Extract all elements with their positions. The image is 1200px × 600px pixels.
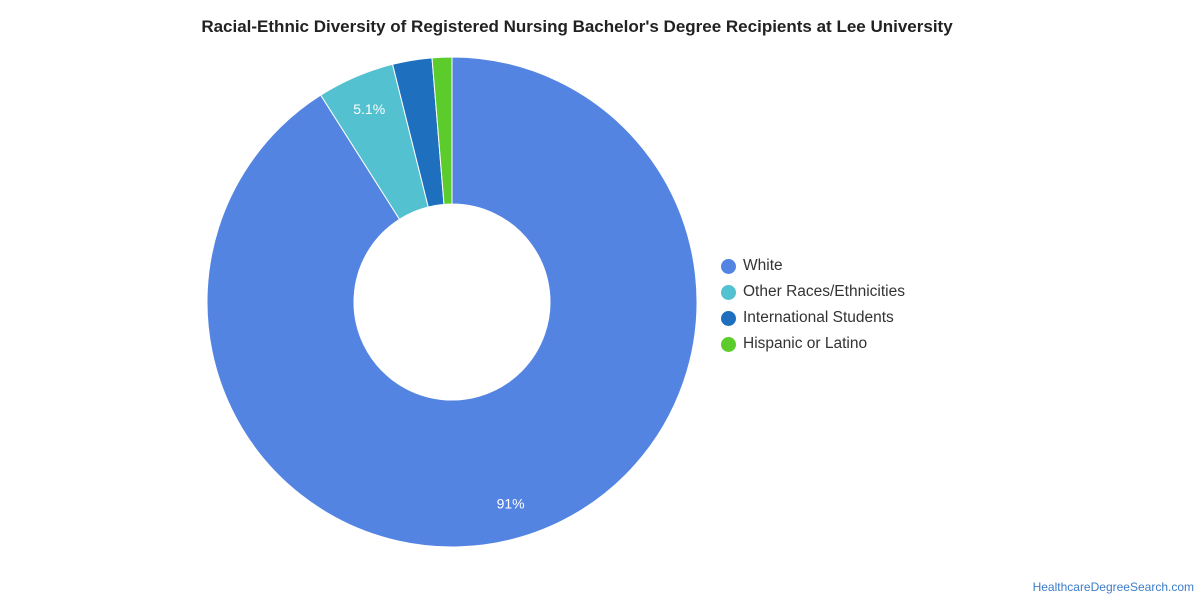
data-label-other-races-ethnicities: 5.1% bbox=[353, 101, 385, 117]
legend-item[interactable]: International Students bbox=[721, 305, 905, 331]
legend-label: White bbox=[743, 257, 783, 274]
slice-white[interactable] bbox=[206, 56, 698, 548]
legend-swatch bbox=[721, 258, 736, 274]
legend-item[interactable]: Other Races/Ethnicities bbox=[721, 279, 905, 305]
legend-label: International Students bbox=[743, 309, 894, 326]
legend-label: Other Races/Ethnicities bbox=[743, 283, 905, 300]
legend-item[interactable]: Hispanic or Latino bbox=[721, 331, 905, 357]
data-label-white: 91% bbox=[497, 496, 525, 512]
legend-swatch bbox=[721, 310, 736, 326]
legend-label: Hispanic or Latino bbox=[743, 335, 868, 352]
source-link[interactable]: HealthcareDegreeSearch.com bbox=[1032, 580, 1194, 594]
slice-hispanic-or-latino[interactable] bbox=[431, 56, 453, 205]
chart-title: Racial-Ethnic Diversity of Registered Nu… bbox=[201, 17, 953, 36]
legend-swatch bbox=[721, 336, 736, 352]
legend-swatch bbox=[721, 284, 736, 300]
chart-legend: White Other Races/Ethnicities Internationa… bbox=[721, 253, 905, 357]
legend-item[interactable]: White bbox=[721, 253, 905, 279]
